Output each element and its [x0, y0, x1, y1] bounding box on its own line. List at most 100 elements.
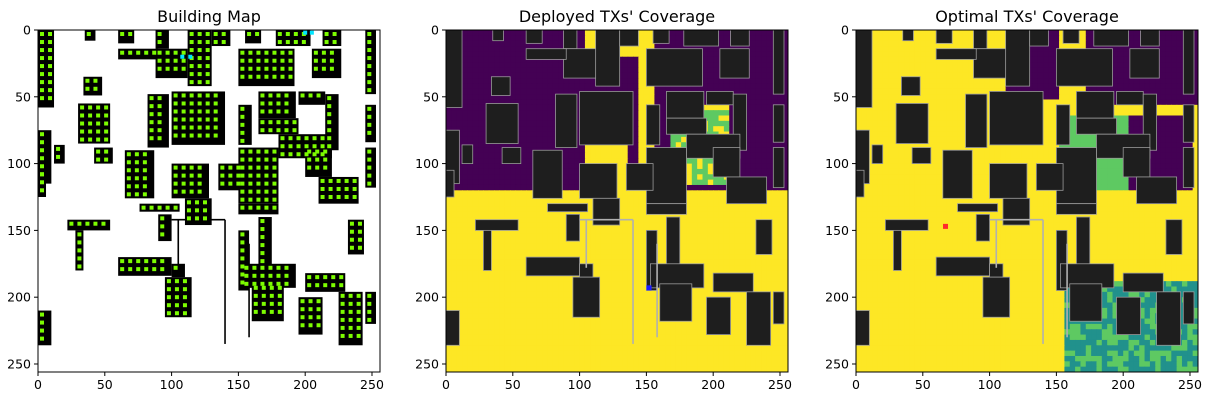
candidate-tx: [280, 66, 285, 71]
coverage-cell: [761, 361, 768, 368]
coverage-cell: [595, 238, 602, 245]
coverage-cell: [638, 40, 645, 47]
coverage-cell: [723, 238, 730, 245]
coverage-cell: [638, 78, 645, 85]
coverage-cell: [606, 355, 613, 362]
coverage-cell: [574, 334, 581, 341]
coverage-cell: [627, 222, 634, 229]
coverage-cell: [638, 217, 645, 223]
coverage-cell: [456, 345, 463, 352]
coverage-cell: [568, 78, 575, 85]
coverage-cell: [718, 115, 725, 122]
candidate-tx: [260, 227, 265, 232]
coverage-cell: [590, 334, 597, 341]
building-footprint: [547, 203, 589, 213]
coverage-cell: [627, 254, 634, 261]
candidate-tx: [157, 136, 162, 141]
coverage-cell: [472, 355, 479, 362]
coverage-cell: [633, 339, 639, 346]
coverage-cell: [755, 110, 762, 117]
coverage-cell: [451, 233, 458, 240]
coverage-cell: [494, 51, 501, 58]
coverage-cell: [504, 184, 511, 191]
coverage-cell: [627, 345, 634, 352]
building-footprint: [446, 30, 463, 108]
coverage-cell: [606, 366, 613, 372]
coverage-cell: [761, 211, 768, 218]
coverage-cell: [920, 40, 927, 47]
coverage-cell: [494, 158, 501, 165]
coverage-cell: [510, 334, 517, 341]
coverage-cell: [472, 184, 479, 191]
coverage-cell: [526, 201, 533, 207]
coverage-cell: [766, 67, 773, 74]
coverage-cell: [547, 227, 554, 234]
coverage-cell: [766, 286, 773, 293]
candidate-tx: [300, 299, 305, 304]
coverage-cell: [755, 142, 762, 149]
coverage-cell: [558, 222, 565, 229]
candidate-tx: [272, 197, 277, 202]
candidate-tx: [173, 125, 178, 130]
coverage-cell: [622, 275, 629, 282]
coverage-cell: [681, 227, 688, 234]
coverage-cell: [542, 120, 549, 127]
coverage-cell: [579, 366, 586, 372]
coverage-cell: [446, 238, 452, 245]
building-footprint: [706, 296, 731, 335]
coverage-cell: [707, 190, 714, 197]
candidate-tx: [149, 136, 154, 141]
coverage-cell: [702, 291, 709, 298]
coverage-cell: [675, 345, 682, 352]
coverage-cell: [649, 318, 656, 325]
coverage-cell: [488, 323, 495, 330]
coverage-cell: [515, 163, 522, 170]
coverage-cell: [456, 126, 463, 133]
coverage-cell: [718, 206, 725, 213]
building-footprint: [746, 291, 772, 346]
coverage-cell: [600, 270, 607, 277]
candidate-tx: [307, 275, 312, 280]
coverage-cell: [659, 249, 666, 256]
candidate-tx: [240, 272, 245, 277]
coverage-cell: [494, 184, 501, 191]
coverage-cell: [552, 323, 559, 330]
coverage-cell: [563, 281, 570, 288]
coverage-cell: [584, 350, 591, 357]
coverage-cell: [488, 366, 495, 372]
coverage-cell: [595, 366, 602, 372]
coverage-cell: [707, 345, 714, 352]
coverage-cell: [638, 334, 645, 341]
building-footprint: [492, 30, 504, 42]
coverage-cell: [750, 88, 757, 95]
coverage-cell: [558, 339, 565, 346]
coverage-cell: [456, 297, 463, 304]
coverage-cell: [707, 56, 714, 63]
coverage-cell: [782, 233, 788, 240]
coverage-cell: [761, 56, 768, 63]
coverage-cell: [451, 238, 458, 245]
coverage-cell: [526, 142, 533, 149]
coverage-cell: [568, 152, 575, 159]
coverage-cell: [584, 345, 591, 352]
coverage-cell: [483, 40, 490, 47]
candidate-tx: [197, 181, 202, 186]
coverage-cell: [617, 168, 623, 175]
coverage-cell: [531, 206, 538, 213]
coverage-cell: [617, 345, 623, 352]
candidate-tx: [77, 240, 82, 245]
heatmap-image: [38, 30, 380, 372]
coverage-cell: [483, 350, 490, 357]
coverage-cell: [670, 361, 677, 368]
coverage-cell: [478, 179, 485, 186]
coverage-cell: [472, 318, 479, 325]
coverage-cell: [633, 350, 639, 357]
coverage-cell: [750, 40, 757, 47]
coverage-cell: [691, 334, 698, 341]
coverage-cell: [600, 243, 607, 250]
coverage-cell: [761, 94, 768, 101]
coverage-cell: [568, 163, 575, 170]
coverage-cell: [526, 158, 533, 165]
coverage-cell: [707, 78, 714, 85]
coverage-cell: [590, 249, 597, 256]
